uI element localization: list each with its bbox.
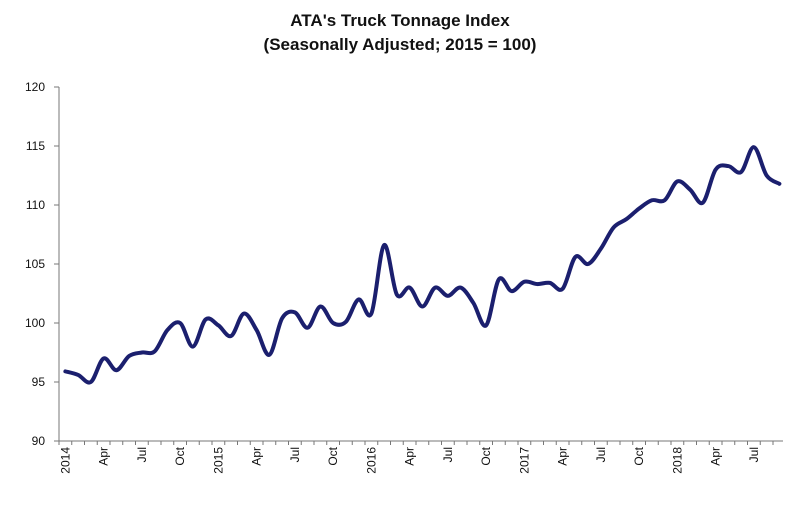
y-tick-label: 115 <box>26 139 45 153</box>
x-tick-label: Oct <box>479 446 493 465</box>
chart-subtitle: (Seasonally Adjusted; 2015 = 100) <box>264 35 537 54</box>
x-tick-label: Apr <box>97 447 111 466</box>
chart-title: ATA's Truck Tonnage Index <box>290 11 510 30</box>
y-tick-label: 105 <box>25 257 45 271</box>
x-tick-label: Oct <box>632 446 646 465</box>
x-tick-label: Apr <box>556 447 570 466</box>
x-tick-label: Jul <box>594 447 608 462</box>
x-tick-label: Jul <box>135 447 149 462</box>
y-tick-label: 100 <box>25 316 45 330</box>
x-tick-label: Oct <box>173 446 187 465</box>
x-tick-label: Apr <box>709 447 723 466</box>
data-line <box>63 145 782 385</box>
x-tick-label: Jul <box>441 447 455 462</box>
x-tick-label: Jul <box>747 447 761 462</box>
x-tick-label: Oct <box>326 446 340 465</box>
x-tick-label: Jul <box>288 447 302 462</box>
y-tick-label: 120 <box>25 80 45 94</box>
y-tick-label: 110 <box>26 198 45 212</box>
x-tick-label: Apr <box>403 447 417 466</box>
x-tick-label: 2017 <box>517 447 531 474</box>
y-tick-label: 95 <box>32 375 46 389</box>
x-tick-label: 2014 <box>58 447 72 474</box>
x-tick-label: Apr <box>250 447 264 466</box>
x-tick-label: 2016 <box>364 447 378 474</box>
y-tick-label: 90 <box>32 434 46 448</box>
x-tick-label: 2018 <box>670 447 684 474</box>
x-tick-label: 2015 <box>211 447 225 474</box>
